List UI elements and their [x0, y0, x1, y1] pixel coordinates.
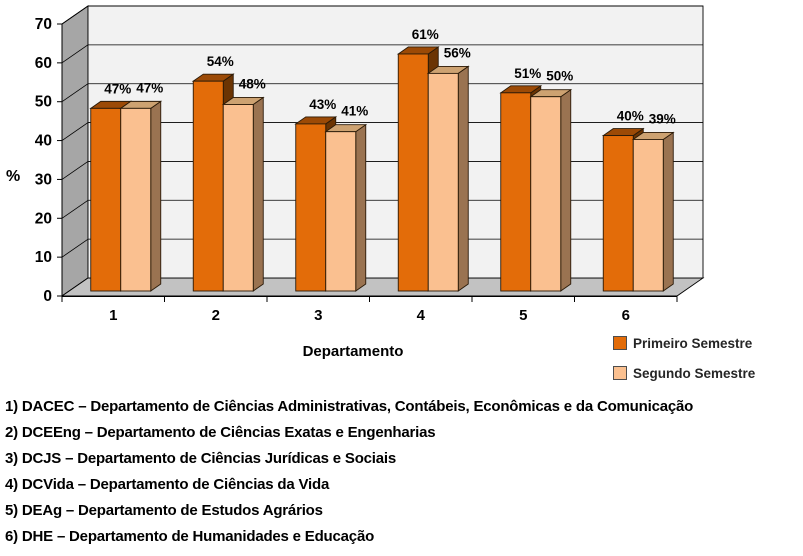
legend-color-swatch-icon — [613, 336, 627, 350]
bar-front-face — [530, 96, 562, 292]
x-axis-category-label: 2 — [212, 307, 220, 324]
bar-front-face — [500, 92, 532, 292]
gridlines — [88, 5, 703, 240]
y-axis-tick-label: 50 — [35, 94, 52, 111]
department-list: 1) DACEC – Departamento de Ciências Admi… — [5, 394, 693, 550]
x-axis-category-label: 6 — [622, 307, 630, 324]
x-axis-title: Departamento — [302, 343, 404, 360]
y-axis-tick-label: 40 — [35, 133, 52, 150]
y-axis-tick-label: 10 — [35, 249, 52, 266]
department-list-item: 5) DEAg – Departamento de Estudos Agrári… — [5, 502, 323, 519]
bar-side-face — [252, 96, 264, 292]
bar-value-label: 39% — [649, 111, 676, 126]
bar-value-label: 54% — [207, 54, 234, 69]
department-list-item: 1) DACEC – Departamento de Ciências Admi… — [5, 398, 694, 415]
legend-label: Primeiro Semestre — [633, 335, 753, 351]
legend-item-primeiro-semestre: Primeiro Semestre — [613, 334, 755, 352]
chart-legend: Primeiro Semestre Segundo Semestre — [613, 334, 755, 394]
bar-front-face — [120, 107, 152, 292]
bars — [89, 46, 675, 292]
bar-front-face — [222, 104, 254, 292]
bar-value-label: 56% — [444, 45, 471, 60]
bar-side-face — [560, 88, 572, 292]
bar-value-label: 61% — [412, 27, 439, 42]
y-axis-tick-label: 20 — [35, 210, 52, 227]
bar-value-label: 50% — [546, 69, 573, 84]
y-axis-tick-label: 0 — [43, 288, 52, 305]
axes: 0 10 20 30 40 50 60 70 1 2 3 4 5 6 — [35, 16, 678, 324]
bar-front-face — [192, 80, 224, 292]
bar-front-face — [90, 107, 122, 292]
legend-label: Segundo Semestre — [633, 365, 756, 381]
department-list-item: 3) DCJS – Departamento de Ciências Juríd… — [5, 450, 397, 467]
bar-front-face — [632, 139, 664, 292]
bar-side-face — [355, 123, 367, 292]
bar-front-face — [427, 72, 459, 292]
bar-side-face — [150, 100, 162, 292]
bar-value-label: 43% — [309, 97, 336, 112]
department-list-item: 4) DCVida – Departamento de Ciências da … — [5, 476, 330, 493]
x-axis-category-label: 4 — [417, 307, 426, 324]
x-axis-category-label: 3 — [314, 307, 322, 324]
y-axis-tick-label: 70 — [35, 16, 52, 33]
bar-front-face — [325, 131, 357, 292]
bar-side-face — [662, 131, 674, 292]
bar-value-label: 48% — [239, 76, 266, 91]
x-axis-category-label: 5 — [519, 307, 527, 324]
department-list-item: 6) DHE – Departamento de Humanidades e E… — [5, 528, 375, 545]
y-axis-tick-label: 60 — [35, 55, 52, 72]
bar-front-face — [397, 53, 429, 292]
bar-chart: 47% 47% 54% 48% 43% 41% 61% 56% 51% 50% 40% 39% 0 10 2… — [35, 5, 705, 324]
bar-side-face — [457, 65, 469, 292]
bar-value-label: 47% — [136, 80, 163, 95]
bar-front-face — [602, 135, 634, 292]
department-list-item: 2) DCEEng – Departamento de Ciências Exa… — [5, 424, 436, 441]
y-axis-title: % — [6, 168, 21, 185]
bar-value-label: 47% — [104, 81, 131, 96]
bar-value-label: 40% — [617, 109, 644, 124]
bar-value-label: 41% — [341, 104, 368, 119]
x-axis-category-label: 1 — [109, 307, 117, 324]
data-labels: 47% 47% 54% 48% 43% 41% 61% 56% 51% 50% 40% 39% — [104, 27, 676, 126]
y-axis-tick-label: 30 — [35, 171, 52, 188]
bar-value-label: 51% — [514, 66, 541, 81]
legend-color-swatch-icon — [613, 366, 627, 380]
bar-front-face — [295, 123, 327, 292]
legend-item-segundo-semestre: Segundo Semestre — [613, 364, 755, 382]
